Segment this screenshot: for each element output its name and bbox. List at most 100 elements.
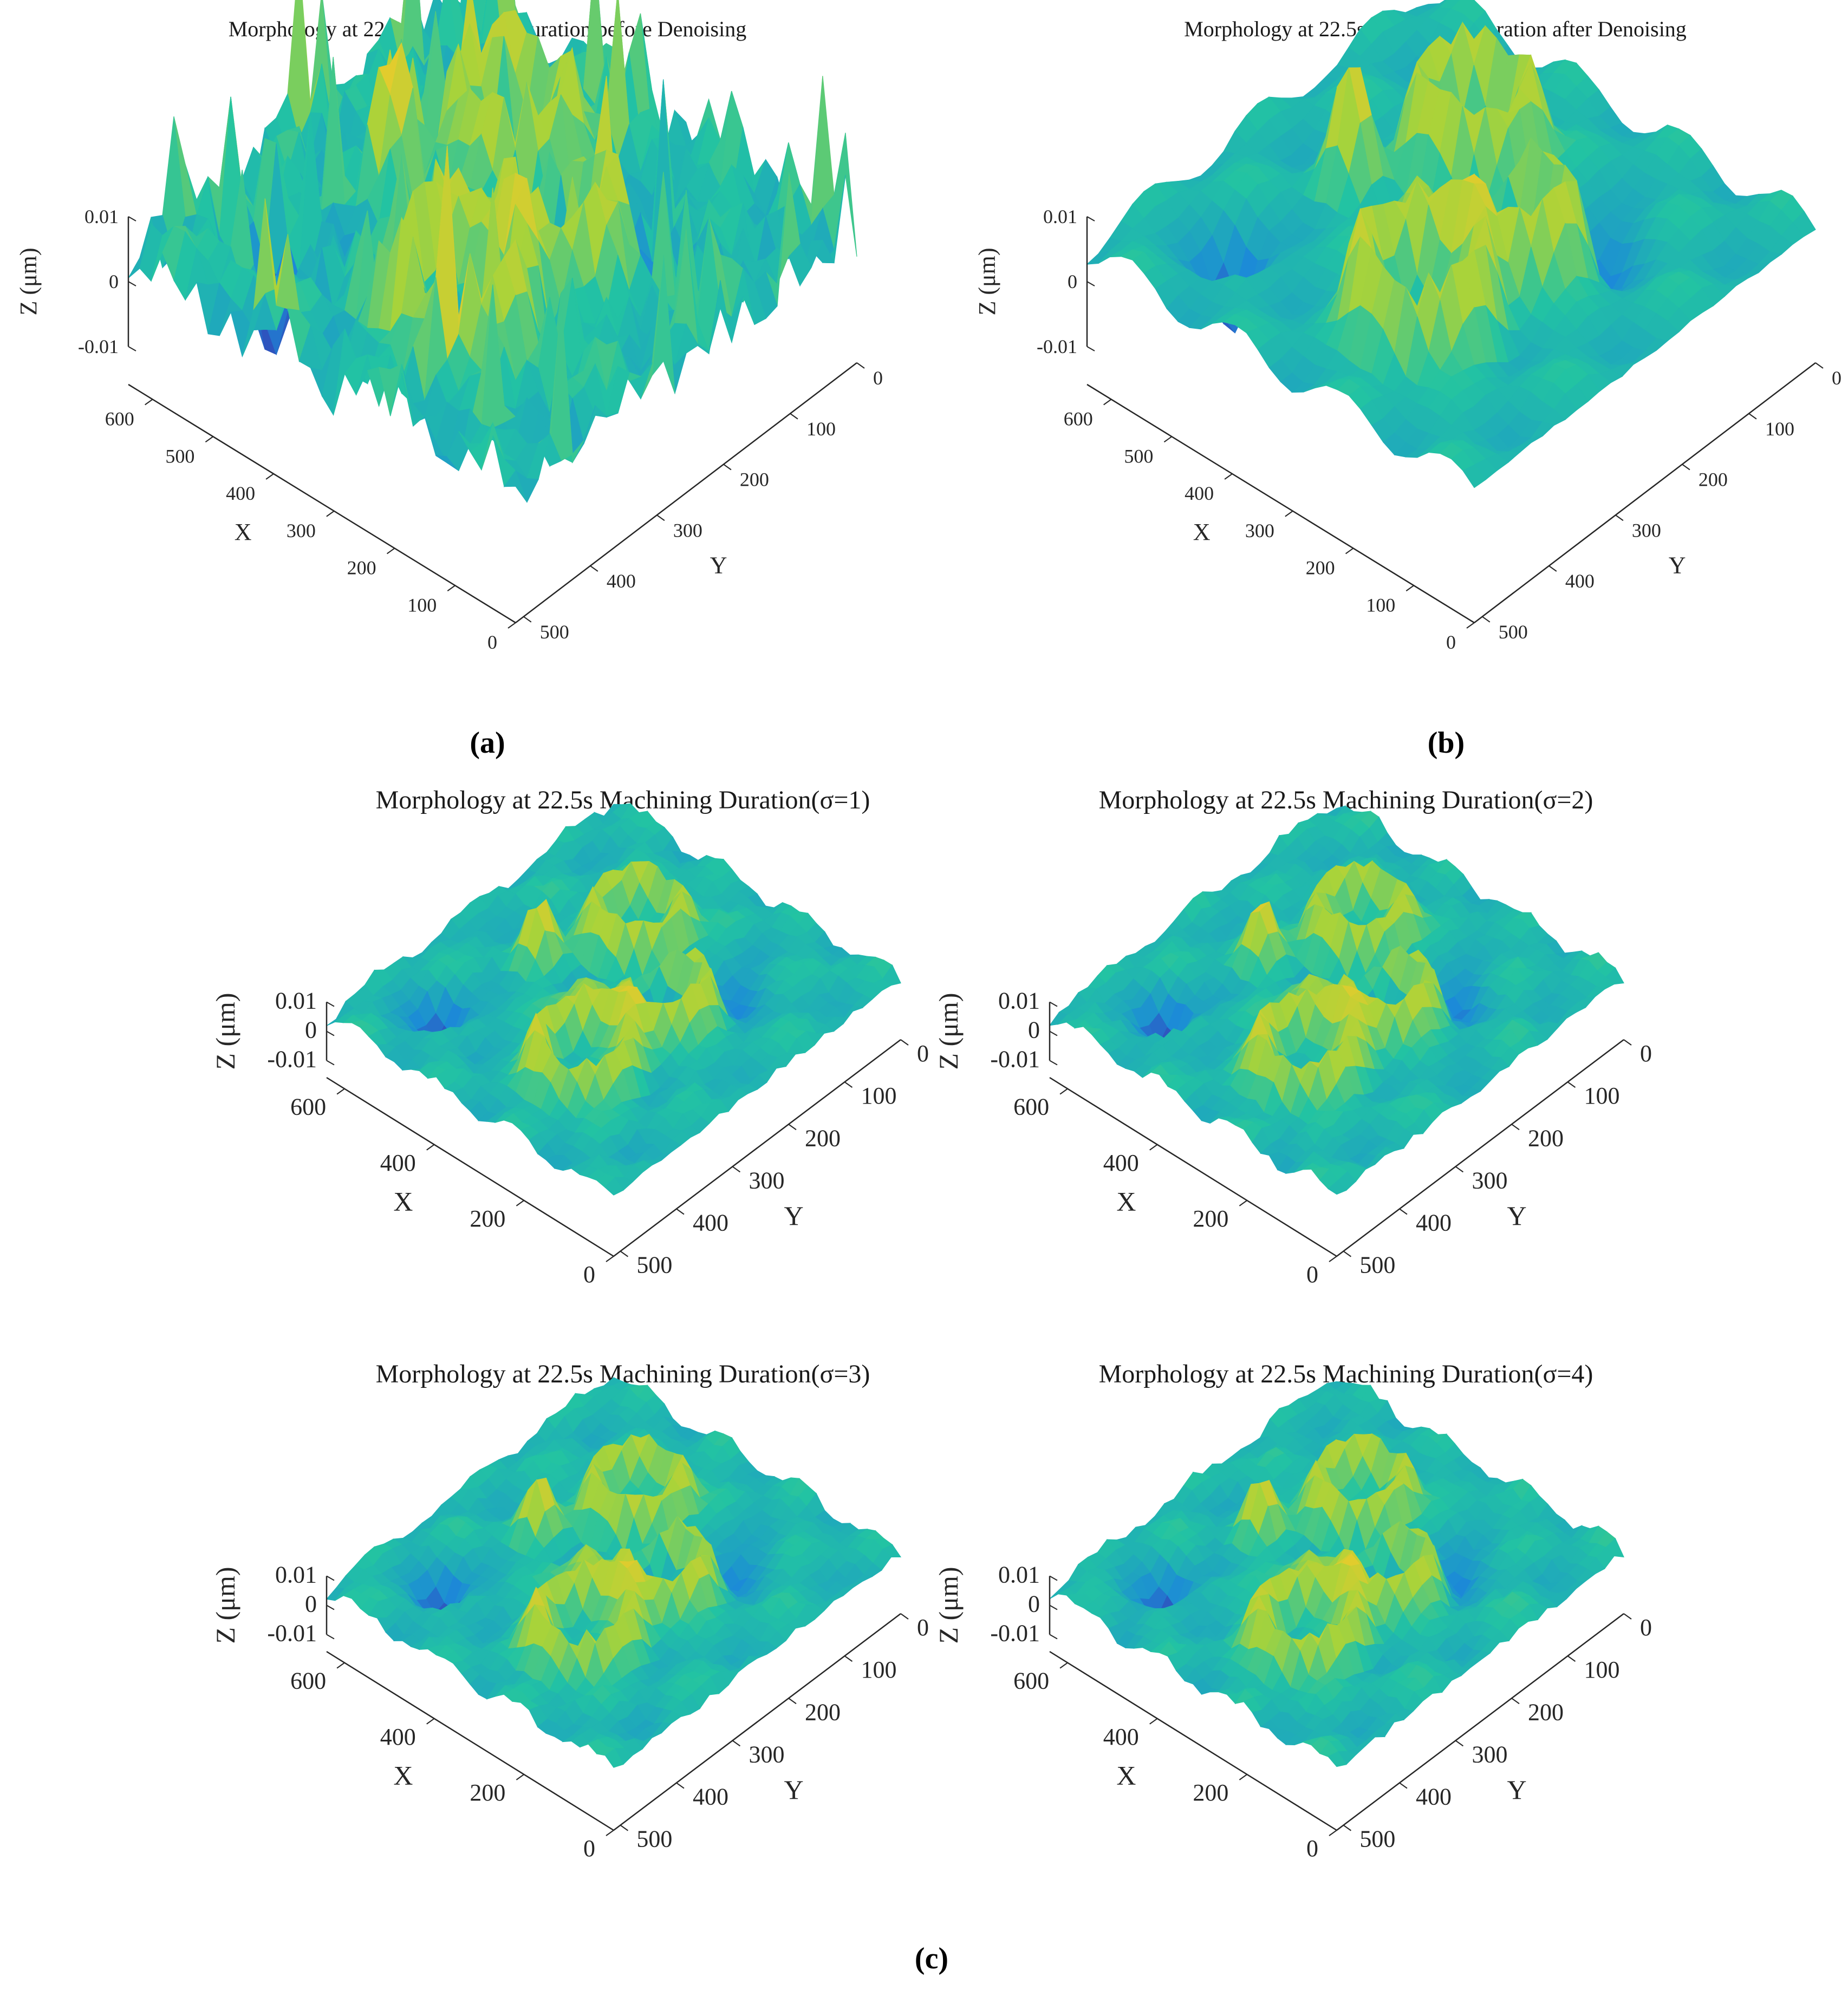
- y-tick-label: 100: [1584, 1656, 1619, 1683]
- y-tick-label: 500: [636, 1826, 672, 1852]
- z-tick-label: 0.01: [275, 988, 317, 1014]
- z-tick-label: 0: [305, 1017, 317, 1043]
- x-axis-line: [1086, 383, 1475, 624]
- plot-b: 0 100 200 300 400 500 600 X 0 100 200 300 400 500 Y -0.…: [974, 0, 1842, 653]
- x-axis-label: X: [1193, 519, 1211, 545]
- x-axis-line: [326, 1076, 614, 1257]
- y-axis-label: Y: [784, 1774, 804, 1805]
- x-tick-label: 600: [1013, 1668, 1049, 1694]
- z-tick-label: -0.01: [78, 336, 119, 357]
- axes-b: 0 100 200 300 400 500 600 X 0 100 200 300 400 500 Y -0.…: [974, 206, 1842, 653]
- x-tick-label: 300: [287, 520, 316, 541]
- y-tick-label: 200: [1528, 1125, 1564, 1151]
- x-tick-label: 200: [347, 557, 376, 579]
- x-tick-label: 0: [1446, 631, 1456, 653]
- surface-c4: [1049, 1381, 1624, 1767]
- caption-b: (b): [1427, 726, 1465, 760]
- axes-c3: 0 200 400 600 X 0 100 200 300 400 500 Y -0.01 0 0.01 Z …: [210, 1562, 929, 1862]
- z-tick-label: -0.01: [267, 1620, 317, 1647]
- y-tick-label: 100: [1584, 1082, 1619, 1109]
- axes-c4: 0 200 400 600 X 0 100 200 300 400 500 Y -0.01 0 0.01 Z …: [933, 1562, 1652, 1862]
- x-tick-label: 0: [583, 1835, 595, 1862]
- y-tick-label: 300: [749, 1167, 784, 1193]
- surface-c3: [326, 1377, 902, 1768]
- y-tick-label: 400: [1416, 1784, 1452, 1810]
- x-axis-line: [1049, 1650, 1337, 1831]
- x-tick-label: 600: [1064, 408, 1093, 430]
- x-tick-label: 200: [1193, 1205, 1228, 1232]
- axes-a: 0 100 200 300 400 500 600 X 0 100 200 300 400 500 Y -0.…: [15, 206, 883, 653]
- x-tick-label: 400: [1103, 1150, 1139, 1176]
- z-axis-label: Z (μm): [933, 1567, 964, 1643]
- y-axis-label: Y: [784, 1200, 804, 1231]
- caption-c: (c): [914, 1942, 949, 1975]
- y-axis-label: Y: [1669, 552, 1686, 578]
- y-tick-label: 500: [540, 621, 569, 643]
- z-tick-label: 0: [109, 271, 119, 292]
- z-tick-label: 0: [1028, 1017, 1040, 1043]
- z-tick-label: 0: [1068, 271, 1077, 292]
- z-tick-label: 0: [1028, 1591, 1040, 1617]
- x-tick-label: 100: [407, 594, 437, 616]
- y-tick-label: 0: [1640, 1614, 1652, 1641]
- y-tick-label: 400: [607, 570, 636, 592]
- y-axis-line: [613, 1039, 901, 1257]
- y-tick-label: 100: [861, 1656, 896, 1683]
- axes-c1: 0 200 400 600 X 0 100 200 300 400 500 Y -0.01 0 0.01 Z …: [210, 988, 929, 1288]
- x-tick-label: 100: [1366, 594, 1395, 616]
- z-axis-label: Z (μm): [15, 248, 42, 316]
- x-axis-label: X: [393, 1186, 413, 1216]
- y-tick-label: 200: [805, 1699, 841, 1725]
- y-tick-label: 300: [1472, 1167, 1507, 1193]
- x-tick-label: 400: [1185, 482, 1214, 504]
- x-tick-label: 400: [380, 1150, 416, 1176]
- z-axis-label: Z (μm): [933, 993, 964, 1069]
- surface-b: [1086, 0, 1816, 488]
- y-tick-label: 300: [1632, 519, 1661, 541]
- y-tick-label: 200: [740, 469, 769, 491]
- y-tick-label: 300: [673, 519, 702, 541]
- y-axis-label: Y: [1507, 1774, 1527, 1805]
- x-tick-label: 200: [470, 1779, 505, 1806]
- y-axis-line: [515, 362, 857, 623]
- y-axis-line: [613, 1613, 901, 1831]
- x-tick-label: 400: [226, 482, 255, 504]
- x-tick-label: 500: [165, 445, 194, 467]
- y-tick-label: 200: [1699, 469, 1728, 491]
- y-tick-label: 500: [1499, 621, 1528, 643]
- plot-c3: 0 200 400 600 X 0 100 200 300 400 500 Y -0.01 0 0.01 Z …: [210, 1377, 929, 1862]
- y-tick-label: 400: [1565, 570, 1595, 592]
- surface-c2: [1049, 805, 1624, 1195]
- x-axis-label: X: [1116, 1186, 1136, 1216]
- z-tick-label: 0.01: [998, 988, 1040, 1014]
- y-tick-label: 300: [749, 1741, 784, 1767]
- x-tick-label: 600: [1013, 1094, 1049, 1120]
- x-axis-label: X: [393, 1760, 413, 1790]
- y-tick-label: 300: [1472, 1741, 1507, 1767]
- z-tick-label: 0.01: [998, 1562, 1040, 1588]
- x-axis-label: X: [1116, 1760, 1136, 1790]
- x-axis-label: X: [235, 519, 252, 545]
- y-tick-label: 200: [805, 1125, 841, 1151]
- y-tick-label: 100: [861, 1082, 896, 1109]
- x-axis-line: [1049, 1076, 1337, 1257]
- z-tick-label: -0.01: [267, 1046, 317, 1073]
- surface-c1: [326, 803, 901, 1196]
- x-tick-label: 200: [1306, 557, 1335, 579]
- x-tick-label: 0: [583, 1261, 595, 1288]
- z-tick-label: 0.01: [1043, 206, 1077, 227]
- y-tick-label: 0: [1640, 1040, 1652, 1067]
- x-tick-label: 600: [105, 408, 134, 430]
- y-tick-label: 100: [806, 418, 836, 440]
- y-axis-line: [1474, 362, 1816, 623]
- y-tick-label: 0: [917, 1614, 929, 1641]
- z-tick-label: 0.01: [84, 206, 119, 227]
- x-tick-label: 500: [1124, 445, 1153, 467]
- plot-c4: 0 200 400 600 X 0 100 200 300 400 500 Y -0.01 0 0.01 Z …: [933, 1381, 1652, 1862]
- x-tick-label: 0: [1306, 1261, 1318, 1288]
- z-axis-label: Z (μm): [974, 248, 1000, 316]
- y-tick-label: 500: [636, 1252, 672, 1278]
- x-tick-label: 200: [1193, 1779, 1228, 1806]
- y-tick-label: 200: [1528, 1699, 1564, 1725]
